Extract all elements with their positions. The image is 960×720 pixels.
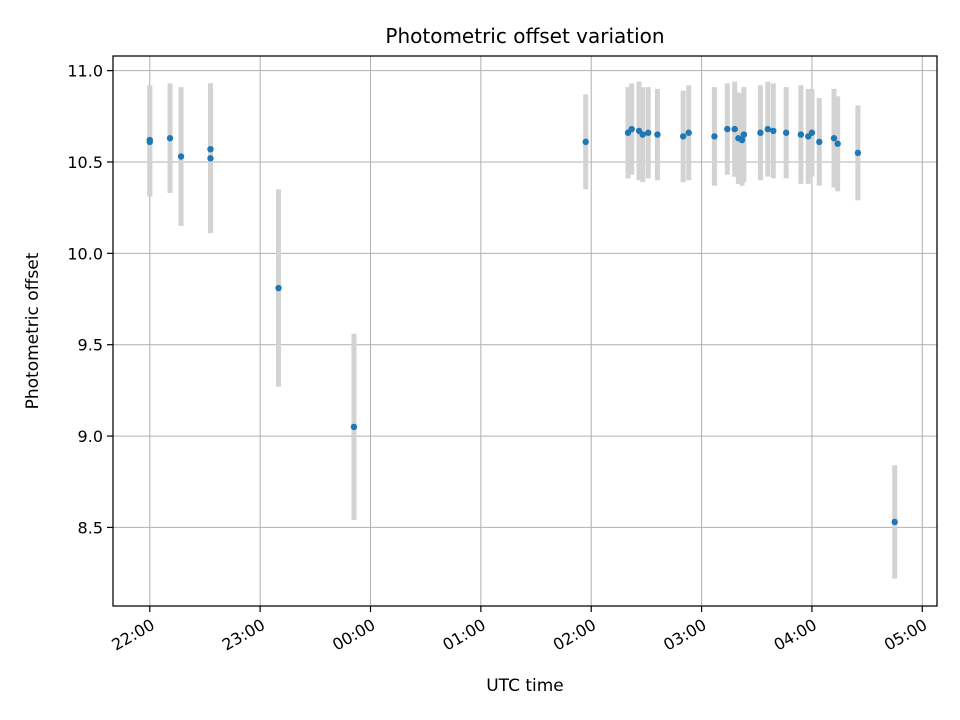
data-point	[711, 133, 718, 140]
data-point	[350, 423, 358, 431]
y-axis-ticks: 8.5 9.0 9.5 10.0 10.5 11.0	[67, 62, 113, 537]
y-tick-label: 9.5	[78, 336, 103, 355]
y-axis-title: Photometric offset	[23, 252, 43, 409]
plot-frame	[112, 55, 938, 607]
data-point	[797, 131, 805, 138]
data-point	[639, 131, 646, 138]
data-point	[834, 140, 841, 147]
data-point	[764, 125, 771, 133]
data-point	[738, 136, 746, 144]
data-point	[207, 145, 214, 153]
data-point	[685, 129, 692, 136]
y-tick-label: 8.5	[78, 518, 103, 537]
data-points	[146, 125, 898, 526]
data-point	[582, 138, 589, 146]
data-point	[724, 125, 731, 133]
data-point	[808, 129, 816, 136]
x-axis-title: UTC time	[486, 676, 564, 696]
data-point	[757, 129, 764, 136]
y-tick-label: 10.5	[67, 153, 103, 172]
data-point	[854, 149, 862, 157]
y-tick-label: 11.0	[67, 62, 103, 81]
data-point	[740, 131, 748, 138]
data-point	[782, 129, 790, 136]
data-point	[645, 129, 652, 136]
data-point	[166, 135, 174, 142]
data-point	[731, 125, 738, 133]
data-point	[628, 125, 635, 133]
data-point	[770, 127, 777, 135]
data-point	[891, 518, 898, 526]
data-point	[816, 138, 823, 146]
y-tick-label: 10.0	[67, 244, 103, 263]
data-point	[830, 135, 838, 142]
data-point	[177, 153, 185, 160]
chart-title: Photometric offset variation	[385, 24, 664, 48]
data-point	[207, 155, 214, 162]
data-point	[275, 284, 282, 292]
data-point	[146, 136, 153, 144]
data-point	[654, 131, 661, 138]
data-point	[679, 133, 687, 140]
y-tick-label: 9.0	[78, 427, 103, 446]
